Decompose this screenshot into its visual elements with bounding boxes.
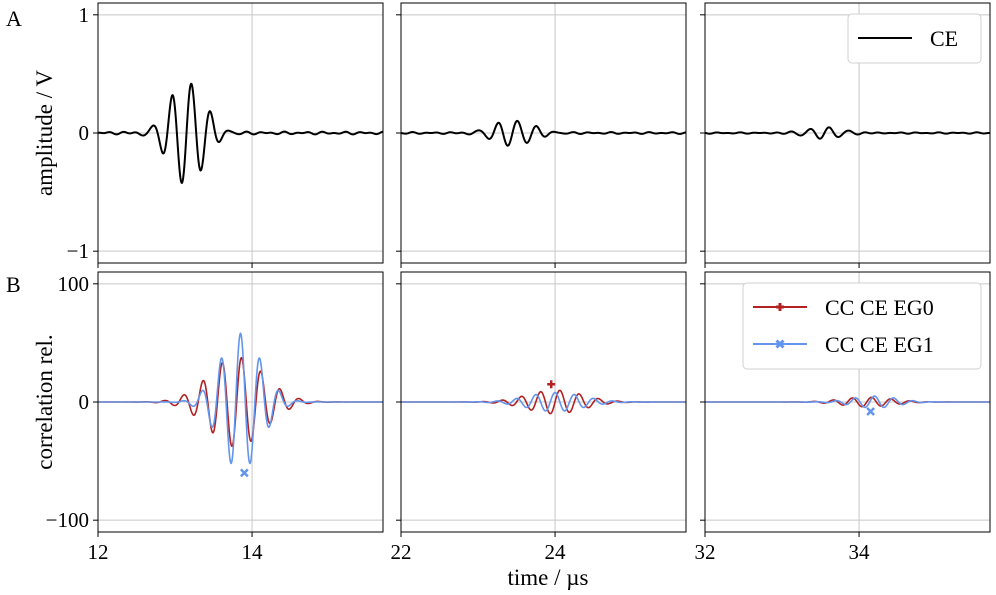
y-axis-title-a: amplitude / V <box>32 70 57 196</box>
legend-label: CE <box>930 26 958 51</box>
y-axis-title-b: correlation rel. <box>32 334 57 469</box>
series-line-cc-ce-eg1 <box>401 391 686 412</box>
panel-letter-b: B <box>6 272 21 297</box>
y-tick-label: 100 <box>58 272 90 296</box>
x-axis-title: time / µs <box>508 565 589 590</box>
x-tick-label: 14 <box>242 540 264 564</box>
x-tick-label: 34 <box>849 540 871 564</box>
marker-cc-ce-eg0 <box>547 380 556 389</box>
y-tick-label: −100 <box>46 508 89 532</box>
legend-box <box>847 13 982 64</box>
legend-label: CC CE EG0 <box>825 295 934 320</box>
series-line-cc-ce-eg1 <box>705 395 990 409</box>
y-tick-label: 1 <box>79 3 90 27</box>
legend-a: CE <box>847 13 982 64</box>
panel-a-2 <box>396 2 687 268</box>
legend-b: CC CE EG0 CC CE EG1 <box>742 282 982 370</box>
x-tick-label: 32 <box>695 540 716 564</box>
y-tick-label: 0 <box>79 390 90 414</box>
marker-cc-ce-eg1 <box>239 468 249 478</box>
panel-b-1: −100 0 100 12 14 <box>46 271 384 564</box>
series-line-ce <box>98 82 383 184</box>
series-line-cc-ce-eg1 <box>98 332 383 465</box>
y-tick-label: −1 <box>67 239 89 263</box>
panel-b-2: 22 24 <box>391 271 687 564</box>
marker-cc-ce-eg1 <box>866 407 875 416</box>
x-tick-label: 12 <box>88 540 109 564</box>
panel-a-3 <box>700 2 991 268</box>
x-tick-label: 22 <box>391 540 412 564</box>
legend-box <box>742 282 982 370</box>
series-line-ce <box>705 126 990 140</box>
series-line-ce <box>401 119 686 147</box>
x-tick-label: 24 <box>545 540 567 564</box>
legend-label: CC CE EG1 <box>825 332 934 357</box>
panel-a-1: −1 0 1 <box>67 2 384 268</box>
y-tick-label: 0 <box>79 121 90 145</box>
panel-letter-a: A <box>6 6 22 31</box>
